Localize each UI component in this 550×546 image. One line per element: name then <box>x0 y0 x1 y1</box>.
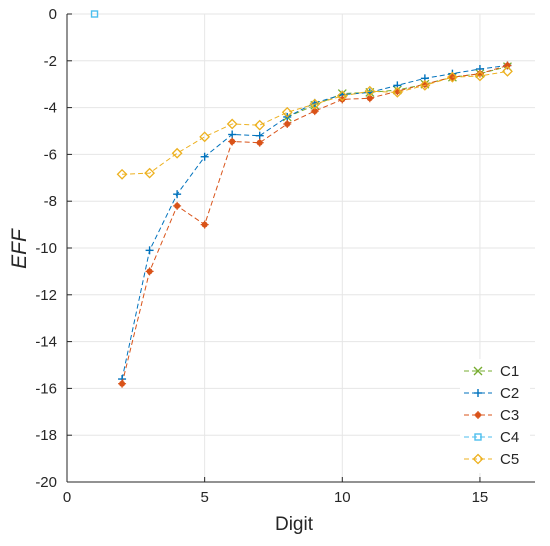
legend-entry-c3: C3 <box>464 407 519 424</box>
legend-marker <box>474 389 482 397</box>
axes <box>66 13 535 483</box>
legend-background <box>460 359 530 473</box>
tick-labels: 0 5 10 15 0 -2 -4 -6 -8 -10 -12 -14 -16 -18 -20 <box>35 6 488 506</box>
legend-label: C5 <box>500 451 519 468</box>
legend-label: C2 <box>500 385 519 402</box>
y-tick-label: -18 <box>35 427 57 444</box>
legend-marker <box>472 453 484 465</box>
y-tick-label: -10 <box>35 240 57 257</box>
x-tick-label: 5 <box>200 489 208 506</box>
data-point <box>200 220 209 229</box>
y-axis-title: EFF <box>8 228 31 269</box>
y-tick-label: -16 <box>35 380 57 397</box>
x-tick-label: 15 <box>472 489 489 506</box>
legend-entry-c2: C2 <box>464 385 519 402</box>
data-point <box>503 61 512 70</box>
data-point <box>228 137 237 146</box>
data-point <box>309 98 321 110</box>
data-point <box>199 131 211 143</box>
data-point <box>171 147 183 159</box>
series-line <box>122 70 508 175</box>
y-tick-label: -20 <box>35 474 57 491</box>
y-tick-label: -4 <box>44 100 57 117</box>
legend-marker <box>474 433 482 441</box>
data-point <box>118 379 127 388</box>
data-point <box>283 119 292 128</box>
data-point <box>90 10 99 18</box>
y-tick-label: -8 <box>44 193 57 210</box>
data-point <box>338 95 347 104</box>
y-tick-label: -6 <box>44 146 57 163</box>
data-point <box>281 106 293 118</box>
x-tick-label: 0 <box>63 489 71 506</box>
legend-marker <box>473 366 483 376</box>
y-tick-label: -2 <box>44 53 57 70</box>
data-point <box>144 167 156 179</box>
data-point <box>173 201 182 210</box>
data-point <box>364 85 376 97</box>
plot-area <box>90 10 513 388</box>
y-tick-label: -14 <box>35 334 57 351</box>
data-point <box>255 138 264 147</box>
data-point <box>474 70 486 82</box>
y-tick-label: -12 <box>35 287 57 304</box>
x-axis-title: Digit <box>275 514 314 535</box>
marker-stroke <box>473 366 483 376</box>
data-point <box>145 246 154 255</box>
legend-marker <box>474 411 482 419</box>
data-point <box>116 168 128 180</box>
series-line <box>121 65 508 384</box>
legend-entry-c1: C1 <box>464 363 519 380</box>
data-point <box>173 190 182 199</box>
data-point <box>336 90 348 102</box>
data-point <box>145 267 154 276</box>
legend-entry-c5: C5 <box>464 451 519 468</box>
legend-entry-c4: C4 <box>464 429 519 446</box>
legend-label: C1 <box>500 363 519 380</box>
series-line <box>121 64 508 380</box>
series-c5 <box>116 65 513 180</box>
x-tick-label: 10 <box>334 489 351 506</box>
legend-label: C4 <box>500 429 519 446</box>
data-point <box>255 131 264 140</box>
data-point <box>446 71 458 83</box>
data-point <box>228 130 237 139</box>
data-point <box>254 119 266 131</box>
series-c4 <box>90 10 99 18</box>
legend-label: C3 <box>500 407 519 424</box>
legend: C1 C2 C3 C4 C5 <box>460 359 530 473</box>
data-point <box>502 65 513 77</box>
data-point <box>226 118 238 130</box>
y-tick-label: 0 <box>49 6 57 23</box>
data-point <box>391 86 403 98</box>
data-point <box>419 79 431 91</box>
data-point <box>200 152 209 161</box>
